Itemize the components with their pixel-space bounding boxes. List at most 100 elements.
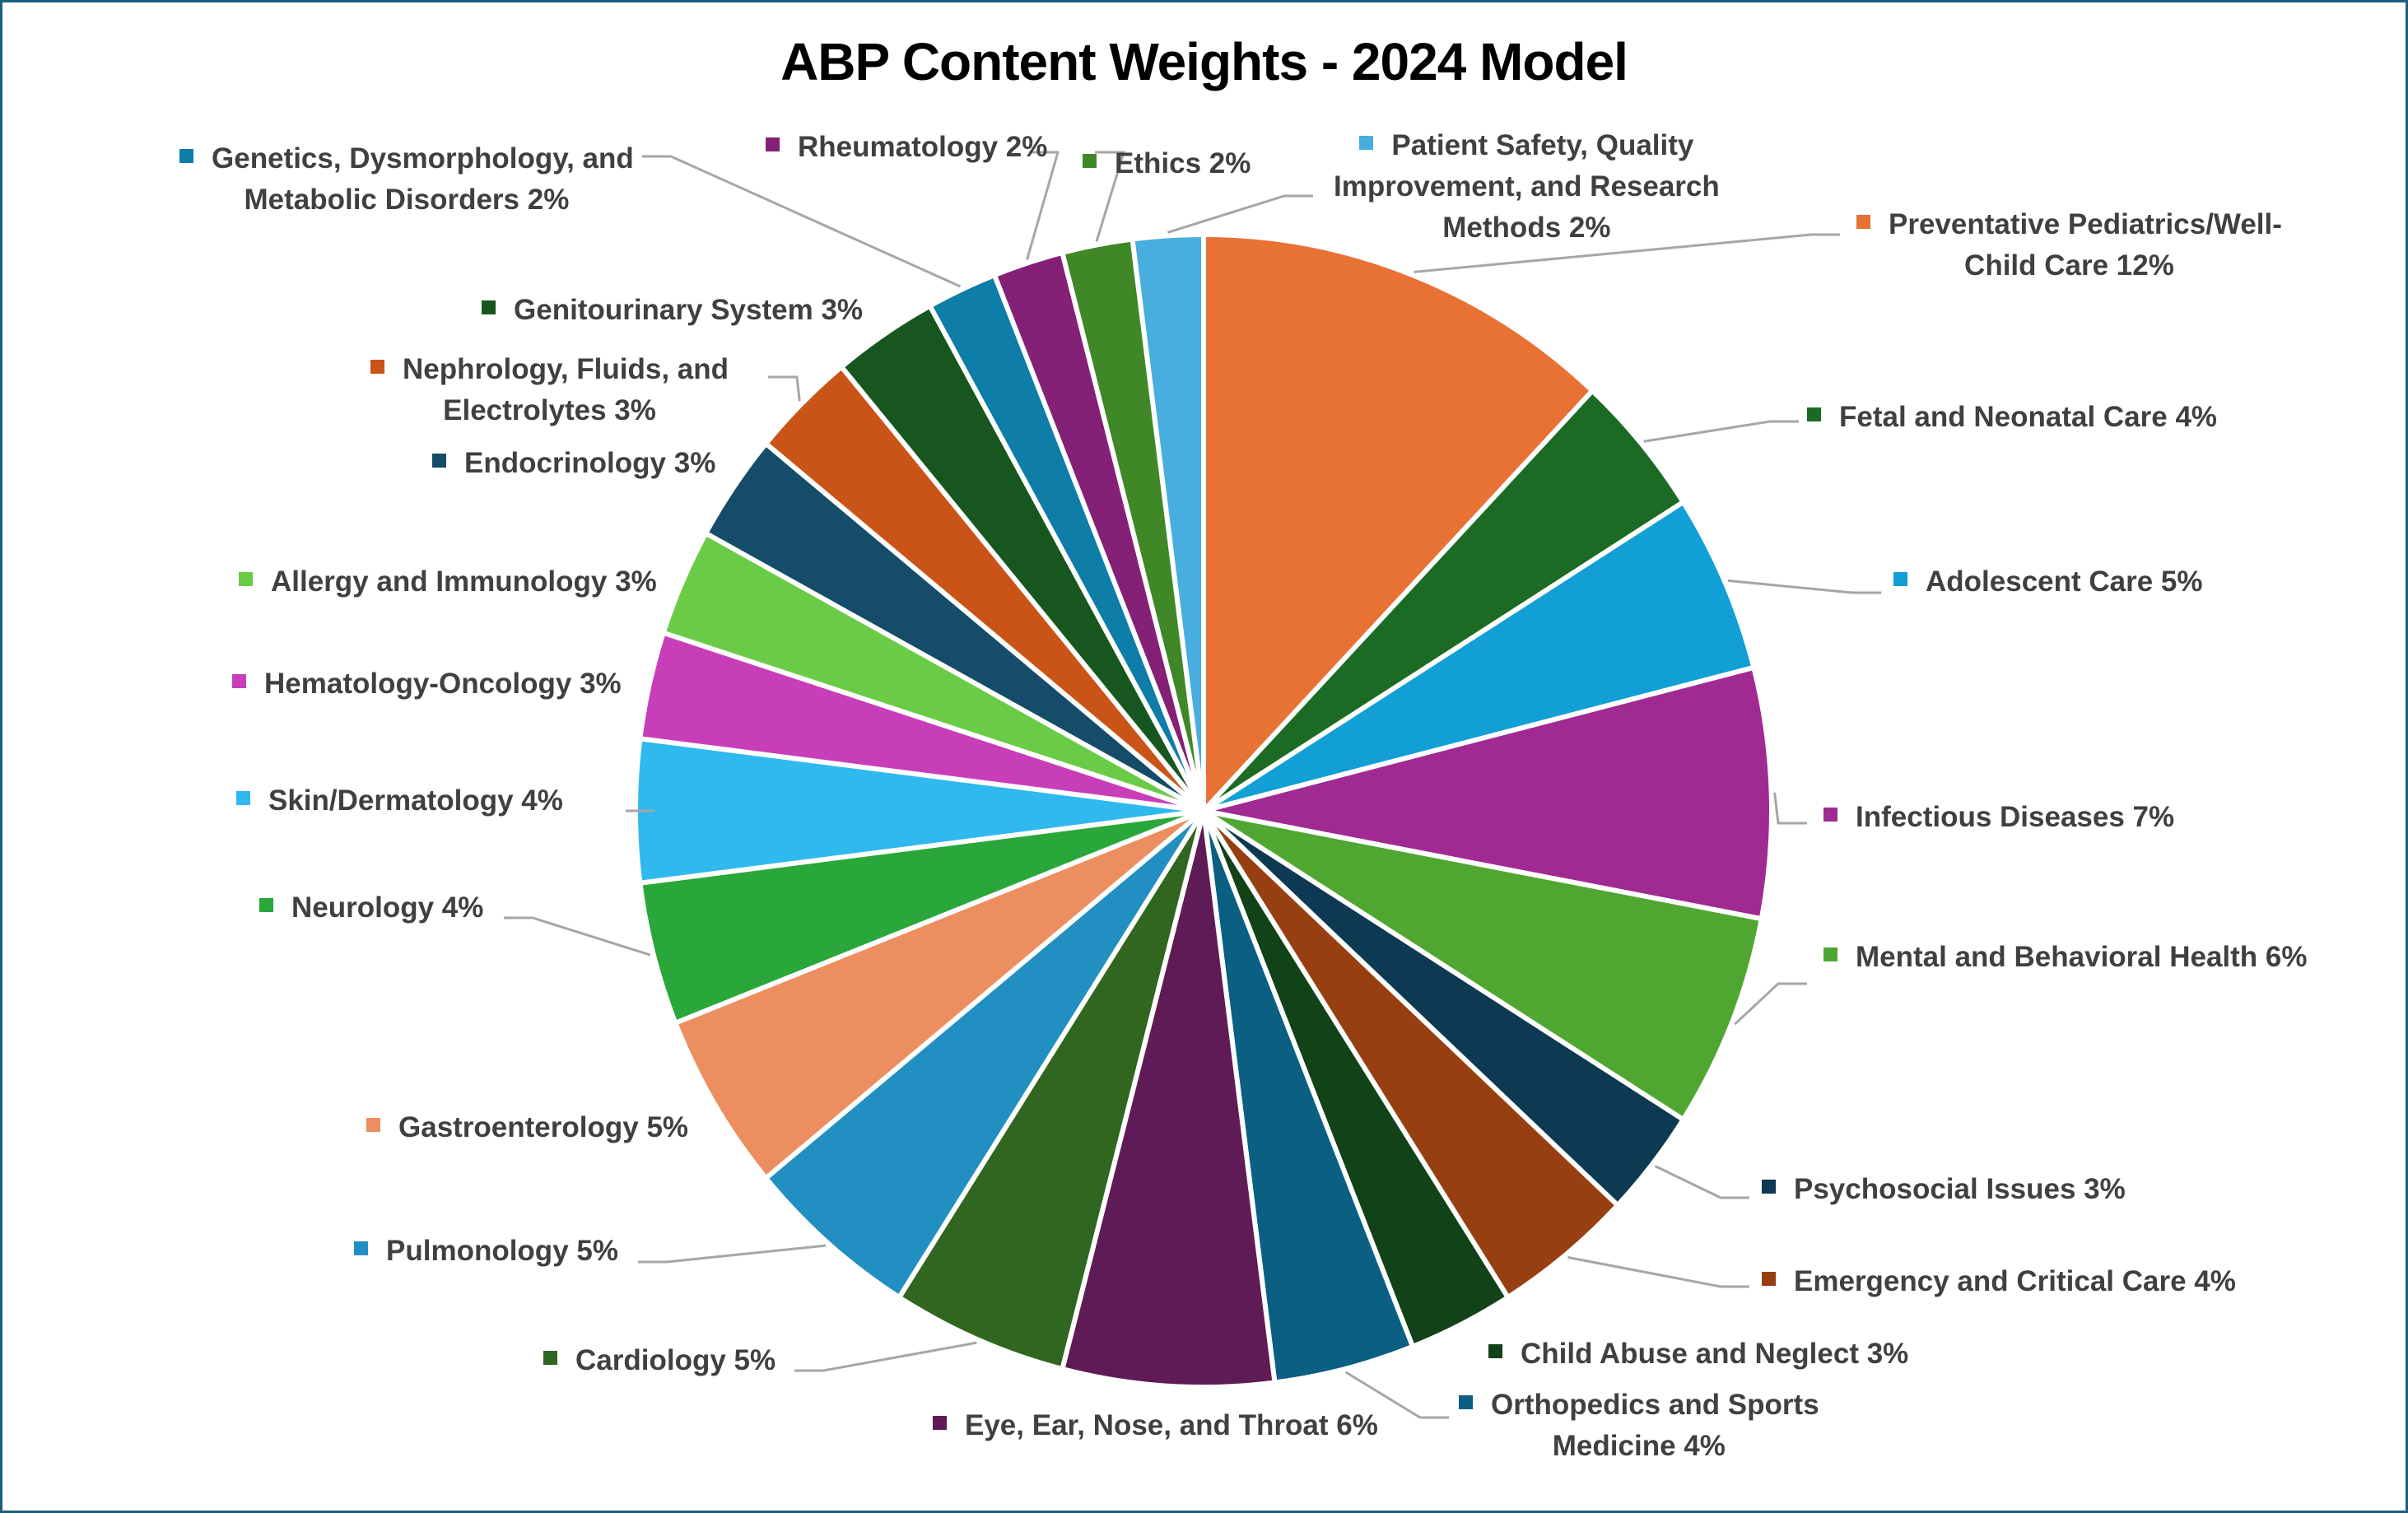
data-label-mental-behavioral: Mental and Behavioral Health 6% [1823, 937, 2307, 978]
data-label-line: Cardiology 5% [543, 1340, 775, 1381]
data-label-text: Metabolic Disorders 2% [244, 184, 570, 216]
leader-line [1654, 1165, 1749, 1199]
pie-slice [1201, 232, 1595, 813]
data-label-line: Child Care 12% [1856, 245, 2282, 286]
leader-line [1095, 151, 1126, 242]
data-label-text: Ethics 2% [1115, 147, 1251, 179]
pie-slice [1201, 664, 1774, 922]
data-label-text: Child Care 12% [1964, 249, 2174, 282]
data-label-line: Methods 2% [1334, 207, 1720, 249]
data-label-patient-safety: Patient Safety, Quality Improvement, and … [1334, 125, 1720, 249]
data-label-line: Medicine 4% [1459, 1426, 1819, 1467]
data-label-line: Metabolic Disorders 2% [179, 179, 634, 221]
data-label-text: Improvement, and Research [1334, 170, 1720, 203]
legend-swatch-icon [1762, 1180, 1776, 1194]
leader-line [1344, 1371, 1449, 1419]
data-label-fetal-neonatal: Fetal and Neonatal Care 4% [1807, 397, 2217, 438]
data-label-line: Genitourinary System 3% [482, 290, 863, 331]
legend-swatch-icon [766, 137, 780, 151]
legend-swatch-icon [543, 1351, 557, 1365]
legend-swatch-icon [366, 1118, 380, 1132]
data-label-hematology-oncology: Hematology-Oncology 3% [232, 663, 622, 705]
data-label-text: Gastroenterology 5% [398, 1111, 689, 1143]
legend-swatch-icon [1488, 1344, 1502, 1358]
data-label-text: Fetal and Neonatal Care 4% [1839, 401, 2218, 433]
legend-swatch-icon [1856, 215, 1870, 229]
data-label-text: Genetics, Dysmorphology, and [212, 142, 634, 175]
data-label-text: Emergency and Critical Care 4% [1794, 1265, 2236, 1297]
data-label-line: Infectious Diseases 7% [1823, 797, 2174, 838]
leader-line [1567, 1255, 1749, 1288]
leader-line [1643, 420, 1799, 443]
data-label-line: Pulmonology 5% [354, 1231, 618, 1272]
data-label-line: Electrolytes 3% [370, 390, 729, 431]
leader-line [1773, 792, 1807, 825]
data-label-line: Orthopedics and Sports [1459, 1385, 1819, 1426]
data-label-line: Genetics, Dysmorphology, and [179, 138, 634, 179]
legend-swatch-icon [354, 1241, 368, 1255]
data-label-text: Skin/Dermatology 4% [268, 784, 563, 817]
data-label-line: Skin/Dermatology 4% [236, 780, 563, 822]
legend-swatch-icon [236, 791, 250, 805]
data-label-genetics: Genetics, Dysmorphology, and Metabolic Di… [179, 138, 634, 221]
data-label-text: Eye, Ear, Nose, and Throat 6% [965, 1409, 1378, 1441]
data-label-text: Pulmonology 5% [386, 1235, 618, 1267]
data-label-rheumatology: Rheumatology 2% [766, 127, 1047, 168]
legend-swatch-icon [1359, 136, 1374, 150]
leader-line [794, 1341, 977, 1372]
leader-line [642, 155, 962, 288]
data-label-text: Adolescent Care 5% [1926, 566, 2203, 598]
data-label-text: Rheumatology 2% [798, 131, 1048, 163]
data-label-text: Electrolytes 3% [443, 394, 656, 426]
legend-swatch-icon [1823, 808, 1837, 822]
data-label-emergency: Emergency and Critical Care 4% [1762, 1261, 2236, 1302]
legend-swatch-icon [239, 572, 253, 586]
data-label-text: Genitourinary System 3% [514, 294, 864, 326]
data-label-text: Endocrinology 3% [464, 447, 716, 479]
data-label-text: Mental and Behavioral Health 6% [1856, 941, 2308, 973]
data-label-line: Endocrinology 3% [432, 443, 715, 484]
leader-line [1167, 194, 1313, 234]
legend-swatch-icon [232, 674, 246, 688]
pie-slice [673, 808, 1206, 1181]
data-label-adolescent: Adolescent Care 5% [1893, 561, 2203, 603]
data-label-text: Infectious Diseases 7% [1856, 801, 2175, 833]
data-label-line: Rheumatology 2% [766, 127, 1047, 168]
pie-slice [1201, 499, 1757, 813]
data-label-line: Adolescent Care 5% [1893, 561, 2203, 603]
legend-swatch-icon [1762, 1272, 1776, 1286]
data-label-line: Child Abuse and Neglect 3% [1488, 1334, 1908, 1375]
data-label-genitourinary: Genitourinary System 3% [482, 290, 863, 331]
legend-swatch-icon [370, 360, 384, 374]
legend-swatch-icon [482, 300, 496, 314]
chart-title: ABP Content Weights - 2024 Model [780, 32, 1628, 91]
data-label-ethics: Ethics 2% [1083, 143, 1251, 184]
data-label-line: Ethics 2% [1083, 143, 1251, 184]
data-label-pulmonology: Pulmonology 5% [354, 1231, 618, 1272]
leader-line [638, 1244, 827, 1264]
data-label-text: Methods 2% [1442, 212, 1611, 244]
legend-swatch-icon [1459, 1395, 1473, 1409]
data-label-psychosocial: Psychosocial Issues 3% [1762, 1169, 2126, 1210]
data-label-line: Improvement, and Research [1334, 166, 1720, 207]
pie-slice [763, 808, 1206, 1301]
data-label-endocrinology: Endocrinology 3% [432, 443, 715, 484]
data-label-line: Emergency and Critical Care 4% [1762, 1261, 2236, 1302]
leader-line [504, 916, 651, 957]
legend-swatch-icon [933, 1416, 947, 1430]
data-label-gastroenterology: Gastroenterology 5% [366, 1107, 688, 1148]
data-label-text: Hematology-Oncology 3% [264, 668, 622, 700]
data-label-infectious: Infectious Diseases 7% [1823, 797, 2174, 838]
data-label-line: Nephrology, Fluids, and [370, 349, 729, 390]
leader-line [1734, 982, 1807, 1026]
data-label-text: Allergy and Immunology 3% [271, 566, 657, 598]
data-label-neurology: Neurology 4% [259, 887, 483, 929]
pie-slice [1129, 232, 1206, 813]
data-label-line: Fetal and Neonatal Care 4% [1807, 397, 2217, 438]
data-label-text: Preventative Pediatrics/Well- [1889, 208, 2282, 240]
data-label-skin: Skin/Dermatology 4% [236, 780, 563, 822]
data-label-nephrology: Nephrology, Fluids, and Electrolytes 3% [370, 349, 729, 431]
data-label-orthopedics: Orthopedics and Sports Medicine 4% [1459, 1385, 1819, 1467]
leader-line [1414, 233, 1840, 273]
data-label-child-abuse: Child Abuse and Neglect 3% [1488, 1334, 1908, 1375]
